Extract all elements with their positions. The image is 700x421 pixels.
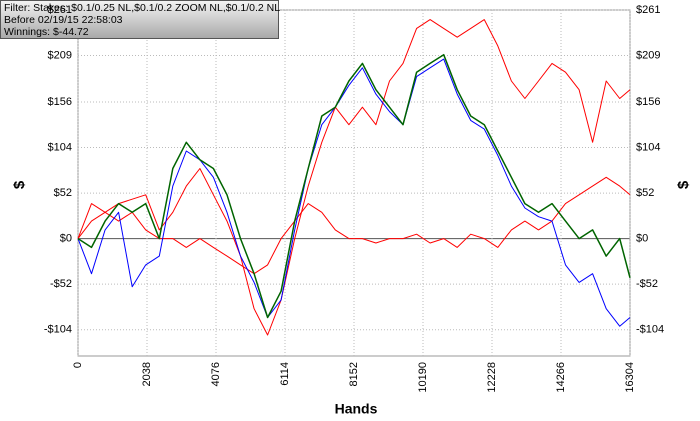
- y-tick-label: $0: [60, 233, 72, 245]
- x-axis-title: Hands: [335, 401, 378, 417]
- info-box-bg: [0, 0, 279, 39]
- series-line: [77, 176, 631, 275]
- x-tick-label: 2038: [141, 362, 153, 386]
- series-line: [77, 53, 631, 319]
- y2-tick-label: $104: [636, 141, 660, 153]
- y2-axis-title: $: [675, 180, 692, 189]
- info-line: Winnings: $-44.72: [4, 26, 89, 38]
- y2-tick-label: $52: [636, 187, 654, 199]
- y-tick-label: $261: [48, 4, 72, 16]
- y-tick-label: $104: [48, 141, 72, 153]
- x-tick-label: 4076: [210, 362, 222, 386]
- y-axis-title: $: [11, 180, 28, 189]
- x-tick-label: 8152: [348, 362, 360, 386]
- y2-tick-label: -$52: [636, 278, 658, 290]
- y2-tick-label: -$104: [636, 324, 664, 336]
- x-tick-label: 6114: [279, 362, 291, 386]
- series-line: [77, 58, 631, 327]
- series-line: [77, 19, 631, 336]
- x-tick-label: 0: [72, 362, 84, 368]
- y-tick-label: -$104: [44, 324, 72, 336]
- info-box: Filter: Stakes: $0.1/0.25 NL,$0.1/0.2 ZO…: [0, 0, 280, 39]
- y-tick-label: $209: [48, 49, 72, 61]
- info-line: Before 02/19/15 22:58:03: [4, 14, 123, 26]
- info-line: Filter: Stakes: $0.1/0.25 NL,$0.1/0.2 ZO…: [4, 2, 280, 14]
- y2-tick-label: $209: [636, 49, 660, 61]
- x-tick-label: 10190: [417, 362, 429, 393]
- y2-tick-label: $0: [636, 233, 648, 245]
- y2-tick-label: $261: [636, 4, 660, 16]
- x-tick-label: 16304: [624, 362, 636, 393]
- y-tick-label: $156: [48, 96, 72, 108]
- x-tick-label: 14266: [555, 362, 567, 393]
- y-tick-label: -$52: [50, 278, 72, 290]
- x-tick-label: 12228: [486, 362, 498, 393]
- y-tick-label: $52: [54, 187, 72, 199]
- y2-tick-label: $156: [636, 96, 660, 108]
